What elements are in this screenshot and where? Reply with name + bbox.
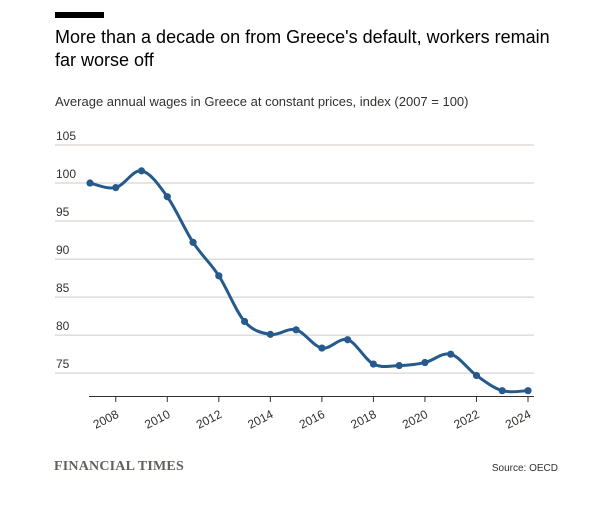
y-tick-label-95: 95 xyxy=(56,205,70,219)
data-point-2012 xyxy=(215,272,223,280)
data-point-2017 xyxy=(344,336,352,344)
data-point-2019 xyxy=(395,361,403,370)
chart-title: More than a decade on from Greece's defa… xyxy=(55,27,550,70)
data-point-2024 xyxy=(524,387,532,395)
y-tick-label-100: 100 xyxy=(56,167,76,181)
data-point-2020 xyxy=(421,358,429,367)
data-point-2007 xyxy=(86,179,94,187)
x-tick-label-2018: 2018 xyxy=(348,407,378,432)
x-tick-label-2014: 2014 xyxy=(245,407,275,432)
y-tick-label-80: 80 xyxy=(56,319,70,333)
data-point-2013 xyxy=(240,317,249,326)
x-tick-label-2020: 2020 xyxy=(400,407,430,432)
x-tick-label-2012: 2012 xyxy=(194,407,224,432)
data-point-2023 xyxy=(498,387,506,395)
data-point-2010 xyxy=(163,193,171,201)
x-tick-label-2016: 2016 xyxy=(297,407,327,432)
x-tick-label-2024: 2024 xyxy=(503,407,533,432)
series-line xyxy=(88,169,530,394)
y-tick-label-75: 75 xyxy=(56,357,70,371)
y-tick-label-85: 85 xyxy=(56,281,70,295)
data-point-2009 xyxy=(137,167,146,175)
data-point-2022 xyxy=(472,371,481,380)
y-tick-label-90: 90 xyxy=(56,243,70,257)
chart-subtitle: Average annual wages in Greece at consta… xyxy=(55,94,469,109)
brand-logo: FINANCIAL TIMES xyxy=(54,459,184,474)
x-tick-label-2022: 2022 xyxy=(451,407,481,432)
data-point-2021 xyxy=(447,350,455,358)
x-tick-label-2010: 2010 xyxy=(142,407,172,432)
y-tick-label-105: 105 xyxy=(56,129,76,143)
x-tick-label-2008: 2008 xyxy=(91,407,121,432)
data-point-2011 xyxy=(189,238,197,246)
title-bar-accent xyxy=(55,12,104,18)
data-point-2015 xyxy=(292,326,300,334)
data-point-2008 xyxy=(112,183,120,192)
data-point-2016 xyxy=(318,344,326,352)
data-point-2014 xyxy=(266,330,274,338)
data-point-2018 xyxy=(369,360,378,368)
source-note: Source: OECD xyxy=(491,463,558,474)
